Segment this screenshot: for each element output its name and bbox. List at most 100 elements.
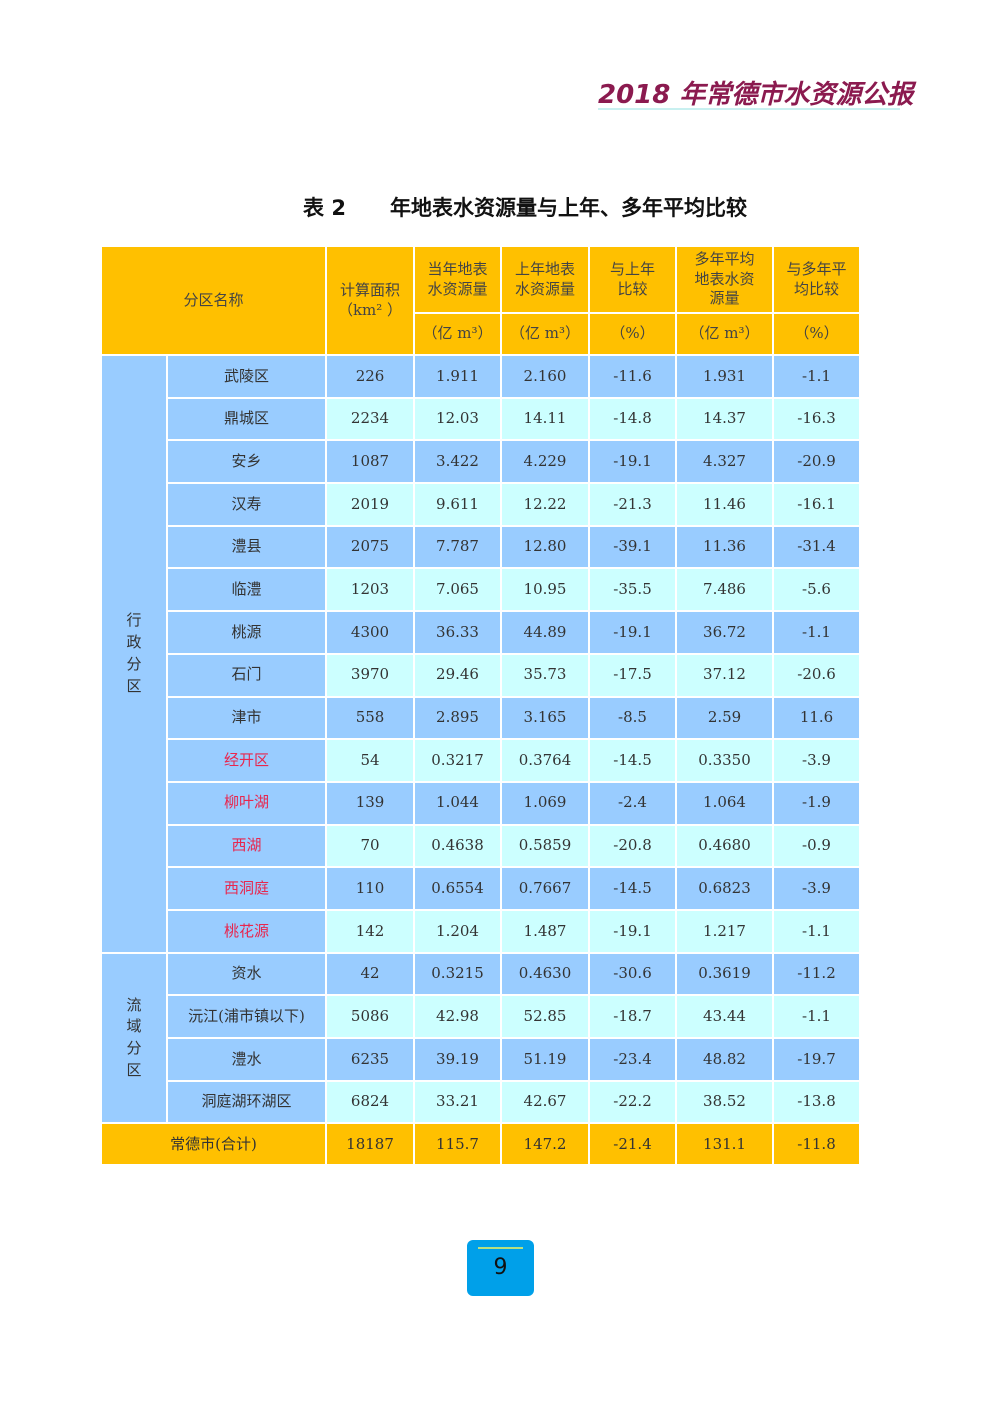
cell-last: 35.73 — [500, 652, 591, 698]
row-name: 安乡 — [165, 439, 328, 485]
cell-avg: 11.36 — [675, 524, 775, 570]
table-row: 鼎城区 2234 12.03 14.11 -14.8 14.37 -16.3 — [101, 396, 862, 442]
cell-vs-last: -18.7 — [588, 994, 678, 1039]
row-name: 沅江(浦市镇以下) — [165, 994, 328, 1039]
cell-last: 10.95 — [500, 567, 591, 613]
header-current: 当年地表水资源量 — [413, 245, 503, 314]
row-name: 西湖 — [165, 823, 328, 869]
cell-last: 12.22 — [500, 482, 591, 527]
unit-last: （亿 m³） — [500, 312, 591, 356]
table-number: 表 2 — [303, 196, 346, 220]
cell-last: 12.80 — [500, 524, 591, 570]
row-name: 柳叶湖 — [165, 780, 328, 826]
cell-avg: 0.4680 — [675, 823, 775, 869]
cell-vs-avg: -20.6 — [772, 652, 862, 698]
cell-last: 4.229 — [500, 439, 591, 485]
cell-vs-last: -23.4 — [588, 1037, 678, 1082]
cell-current: 39.19 — [413, 1037, 503, 1082]
cell-vs-avg: -31.4 — [772, 524, 862, 570]
cell-vs-avg: -1.1 — [772, 994, 862, 1039]
table-row: 行政分区 武陵区 226 1.911 2.160 -11.6 1.931 -1.1 — [100, 354, 862, 954]
cell-vs-avg: -19.7 — [772, 1037, 862, 1082]
unit-avg: （亿 m³） — [675, 312, 775, 356]
header-vs-avg: 与多年平均比较 — [772, 245, 862, 314]
cell-current: 9.611 — [413, 482, 503, 527]
cell-vs-last: -21.3 — [588, 482, 678, 527]
cell-avg: 2.59 — [675, 695, 775, 741]
cell-avg: 14.37 — [675, 396, 775, 442]
cell-current: 2.895 — [413, 695, 503, 741]
row-name: 桃花源 — [165, 908, 328, 954]
cell-area: 1203 — [325, 567, 416, 613]
total-avg: 131.1 — [675, 1122, 775, 1167]
cell-last: 0.7667 — [500, 866, 591, 911]
cell-vs-last: -35.5 — [588, 567, 678, 613]
cell-last: 14.11 — [500, 396, 591, 442]
cell-area: 142 — [325, 908, 416, 954]
cell-avg: 11.46 — [675, 482, 775, 527]
cell-vs-avg: -1.1 — [772, 610, 862, 655]
cell-current: 7.787 — [413, 524, 503, 570]
cell-last: 1.487 — [500, 908, 591, 954]
cell-vs-avg: -1.1 — [772, 908, 862, 954]
cell-vs-avg: -1.9 — [772, 780, 862, 826]
cell-current: 42.98 — [413, 994, 503, 1039]
header-avg: 多年平均地表水资源量 — [675, 245, 775, 314]
table-row: 澧县 2075 7.787 12.80 -39.1 11.36 -31.4 — [101, 524, 862, 570]
row-name: 石门 — [165, 652, 328, 698]
cell-area: 6824 — [325, 1079, 416, 1125]
surface-water-table: 分区名称 计算面积 （km² ） 当年地表水资源量 上年地表水资源量 与上年比较 … — [99, 245, 862, 1167]
cell-vs-avg: 11.6 — [772, 695, 862, 741]
table-row: 石门 3970 29.46 35.73 -17.5 37.12 -20.6 — [101, 652, 862, 698]
cell-area: 1087 — [325, 439, 416, 485]
cell-avg: 43.44 — [675, 994, 775, 1039]
table-row: 汉寿 2019 9.611 12.22 -21.3 11.46 -16.1 — [101, 482, 862, 527]
row-name: 临澧 — [165, 567, 328, 613]
cell-current: 0.4638 — [413, 823, 503, 869]
cell-last: 42.67 — [500, 1079, 591, 1125]
cell-avg: 36.72 — [675, 610, 775, 655]
table-row: 西湖 70 0.4638 0.5859 -20.8 0.4680 -0.9 — [101, 823, 862, 869]
cell-area: 54 — [325, 738, 416, 783]
cell-vs-avg: -1.1 — [772, 354, 862, 399]
cell-area: 2234 — [325, 396, 416, 442]
cell-area: 139 — [325, 780, 416, 826]
cell-avg: 1.217 — [675, 908, 775, 954]
cell-avg: 7.486 — [675, 567, 775, 613]
header-name: 分区名称 — [99, 245, 328, 356]
group-admin: 行政分区 — [100, 354, 168, 954]
row-name: 武陵区 — [165, 354, 328, 399]
cell-vs-avg: -3.9 — [772, 738, 862, 783]
cell-vs-avg: -5.6 — [772, 567, 862, 613]
cell-vs-last: -11.6 — [588, 354, 678, 399]
cell-vs-last: -20.8 — [588, 823, 678, 869]
cell-vs-last: -14.5 — [588, 866, 678, 911]
total-name: 常德市(合计) — [99, 1122, 328, 1167]
table-row: 柳叶湖 139 1.044 1.069 -2.4 1.064 -1.9 — [101, 780, 862, 826]
cell-current: 0.6554 — [413, 866, 503, 911]
total-current: 115.7 — [413, 1122, 503, 1167]
cell-last: 52.85 — [500, 994, 591, 1039]
unit-current: （亿 m³） — [413, 312, 503, 356]
row-name: 桃源 — [165, 610, 328, 655]
cell-vs-avg: -16.1 — [772, 482, 862, 527]
cell-last: 1.069 — [500, 780, 591, 826]
table-row: 洞庭湖环湖区 6824 33.21 42.67 -22.2 38.52 -13.8 — [101, 1079, 862, 1125]
row-name: 资水 — [165, 951, 328, 997]
cell-area: 70 — [325, 823, 416, 869]
cell-vs-last: -14.8 — [588, 396, 678, 442]
row-name: 澧县 — [165, 524, 328, 570]
cell-avg: 4.327 — [675, 439, 775, 485]
row-name: 西洞庭 — [165, 866, 328, 911]
cell-vs-last: -19.1 — [588, 908, 678, 954]
page-number-accent — [478, 1247, 523, 1249]
table-row: 经开区 54 0.3217 0.3764 -14.5 0.3350 -3.9 — [101, 738, 862, 783]
header-area: 计算面积 （km² ） — [325, 245, 416, 356]
row-name: 津市 — [165, 695, 328, 741]
cell-vs-last: -22.2 — [588, 1079, 678, 1125]
cell-area: 2075 — [325, 524, 416, 570]
cell-current: 3.422 — [413, 439, 503, 485]
table-row: 沅江(浦市镇以下) 5086 42.98 52.85 -18.7 43.44 -1.1 — [101, 994, 862, 1039]
cell-avg: 37.12 — [675, 652, 775, 698]
cell-avg: 1.931 — [675, 354, 775, 399]
